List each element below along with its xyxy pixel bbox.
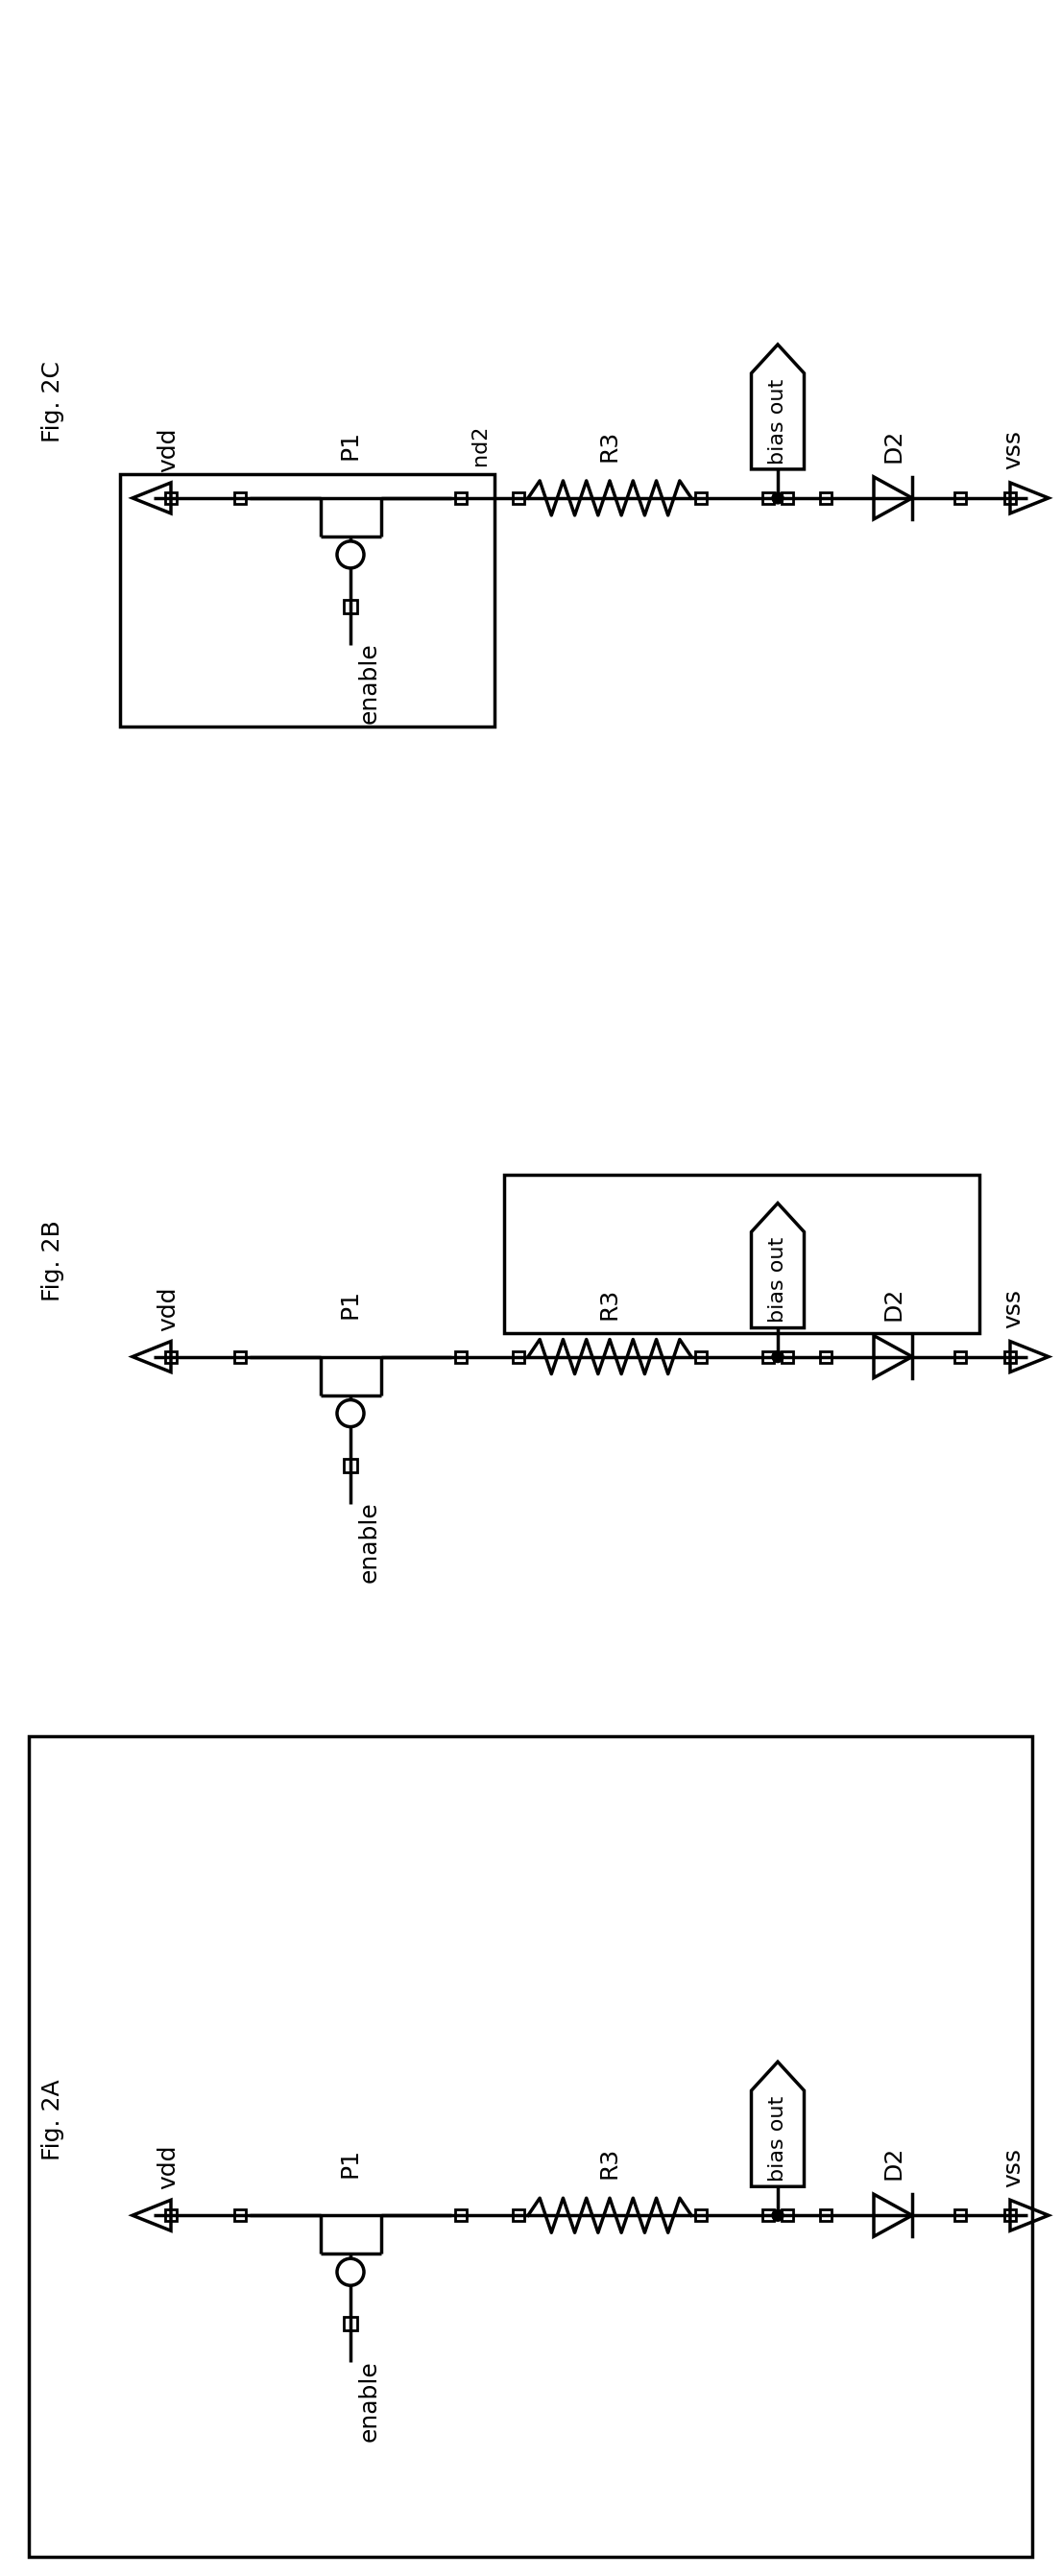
- Text: D2: D2: [882, 1288, 904, 1321]
- Circle shape: [772, 492, 783, 505]
- Bar: [820, 2210, 832, 2221]
- Bar: [344, 2316, 358, 2331]
- Bar: [512, 2210, 524, 2221]
- Text: R3: R3: [598, 430, 622, 461]
- Text: Fig. 2C: Fig. 2C: [41, 361, 65, 443]
- Text: P1: P1: [338, 430, 362, 461]
- Bar: [120, 474, 494, 726]
- Bar: [820, 492, 832, 505]
- Bar: [1005, 2210, 1015, 2221]
- Bar: [344, 600, 358, 613]
- Bar: [512, 492, 524, 505]
- Bar: [695, 2210, 707, 2221]
- Text: nd2: nd2: [470, 425, 490, 466]
- Text: P1: P1: [338, 1288, 362, 1319]
- Bar: [955, 1350, 966, 1363]
- Bar: [695, 492, 707, 505]
- Text: vdd: vdd: [157, 2146, 179, 2190]
- Text: bias out: bias out: [768, 2097, 787, 2182]
- Text: vss: vss: [1002, 430, 1025, 469]
- Bar: [1005, 492, 1015, 505]
- Text: bias out: bias out: [768, 379, 787, 464]
- Text: D2: D2: [882, 428, 904, 461]
- Bar: [512, 1350, 524, 1363]
- Bar: [504, 1175, 979, 1332]
- Bar: [955, 492, 966, 505]
- Bar: [763, 2210, 773, 2221]
- Text: enable: enable: [359, 1502, 381, 1582]
- Bar: [1005, 1350, 1015, 1363]
- Text: Fig. 2A: Fig. 2A: [41, 2079, 65, 2161]
- Text: R3: R3: [598, 2146, 622, 2179]
- Bar: [29, 1736, 1032, 2558]
- Bar: [455, 2210, 467, 2221]
- Bar: [344, 1458, 358, 1471]
- Bar: [234, 2210, 246, 2221]
- Bar: [166, 1350, 177, 1363]
- Circle shape: [772, 1350, 783, 1363]
- Bar: [782, 2210, 794, 2221]
- Bar: [166, 492, 177, 505]
- Text: vdd: vdd: [157, 1285, 179, 1332]
- Bar: [455, 492, 467, 505]
- Bar: [782, 1350, 794, 1363]
- Text: R3: R3: [598, 1288, 622, 1319]
- Bar: [820, 1350, 832, 1363]
- Bar: [166, 2210, 177, 2221]
- Bar: [955, 2210, 966, 2221]
- Text: vss: vss: [1002, 1288, 1025, 1329]
- Bar: [455, 1350, 467, 1363]
- Text: vdd: vdd: [157, 428, 179, 471]
- Text: Fig. 2B: Fig. 2B: [41, 1221, 65, 1301]
- Bar: [763, 492, 773, 505]
- Bar: [782, 492, 794, 505]
- Bar: [234, 492, 246, 505]
- Text: vss: vss: [1002, 2148, 1025, 2187]
- Text: D2: D2: [882, 2146, 904, 2179]
- Text: P1: P1: [338, 2148, 362, 2177]
- Bar: [763, 1350, 773, 1363]
- Text: enable: enable: [359, 2360, 381, 2442]
- Text: enable: enable: [359, 641, 381, 724]
- Bar: [695, 1350, 707, 1363]
- Circle shape: [772, 2210, 783, 2221]
- Text: bias out: bias out: [768, 1236, 787, 1321]
- Bar: [234, 1350, 246, 1363]
